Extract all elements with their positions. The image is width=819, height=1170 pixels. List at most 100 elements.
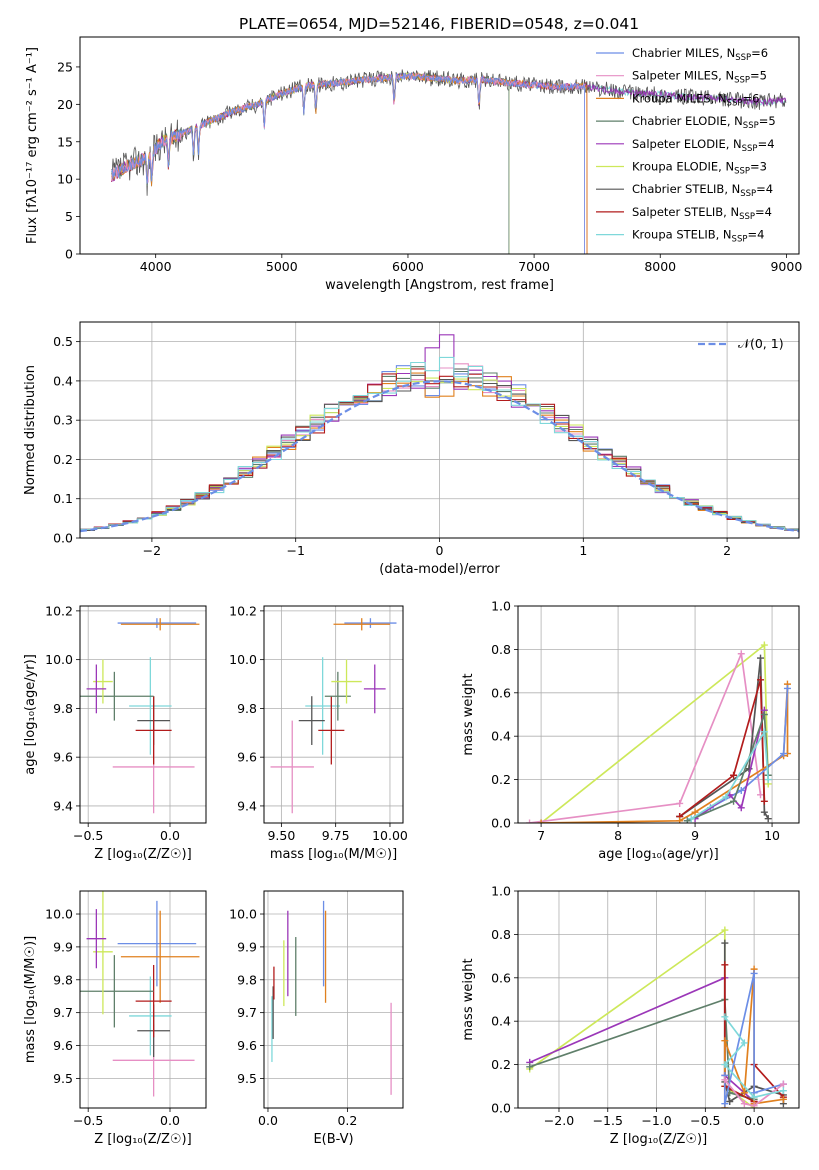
y-tick-label: 0.1	[53, 491, 73, 506]
y-tick-label: 0.0	[491, 816, 511, 831]
y-tick-label: 0.4	[491, 1014, 511, 1029]
legend-entry-value: =4	[758, 137, 775, 151]
legend-entry-subscript: SSP	[734, 167, 750, 177]
legend-entry-subscript: SSP	[734, 76, 750, 86]
y-tick-label: 9.4	[53, 798, 73, 813]
x-tick-label: 5000	[266, 259, 298, 274]
legend-entry-subscript: SSP	[739, 212, 755, 222]
weight-marker-kr_stelib	[721, 1061, 729, 1069]
y-tick-label: 9.8	[53, 972, 73, 987]
weight-line-sa_elodie	[529, 976, 755, 1103]
y-tick-label: 10.2	[45, 603, 73, 618]
legend-entry-label: Kroupa ELODIE, N	[632, 160, 734, 174]
mass-weight-vs-age-panel: 7 8 9 10 0.0 0.2 0.4 0.6 0.8 1.0 age [log₁₀(age/yr…	[461, 599, 800, 862]
x-tick-label: −0.5	[690, 1113, 720, 1128]
legend-entry-label: Chabrier ELODIE, N	[632, 114, 743, 128]
grid-lines	[80, 606, 206, 823]
legend-entry-subscript: SSP	[743, 121, 759, 131]
y-tick-label: 10.0	[229, 652, 257, 667]
weight-marker-kr_stelib	[764, 776, 772, 784]
weight-marker-kr_elodie	[760, 641, 768, 649]
legend-entry-kr_stelib: Kroupa STELIB, NSSP=4	[632, 228, 764, 245]
legend-entry-value: =4	[755, 205, 772, 219]
residual-histogram-panel: −2 −1 0 1 2 0.0 0.1 0.2 0.3 0.4 0.5 (data-model)/er…	[23, 321, 800, 577]
y-tick-label: 9.5	[53, 1071, 73, 1086]
x-axis-label: Z [log₁₀(Z/Z☉)]	[94, 847, 191, 862]
y-tick-label: 9.6	[237, 1038, 257, 1053]
weight-marker-sa_miles	[757, 791, 765, 799]
x-axis-label: Z [log₁₀(Z/Z☉)]	[94, 1132, 191, 1147]
age-vs-metallicity-panel: −0.5 0.0 9.4 9.6 9.8 10.0 10.2 Z [log₁₀(Z/Z☉)] a…	[23, 603, 207, 862]
x-tick-label: 2	[723, 543, 731, 558]
x-tick-label: 9000	[770, 259, 802, 274]
axes-frame	[79, 890, 207, 1109]
y-tick-label: 10.2	[229, 603, 257, 618]
y-axis-label: age [log₁₀(age/yr)]	[23, 654, 38, 775]
x-axis-label: age [log₁₀(age/yr)]	[598, 847, 719, 862]
grid-lines	[264, 606, 403, 823]
y-tick-label: 9.9	[237, 939, 257, 954]
legend-entry-value: =4	[756, 182, 773, 196]
plot-area	[80, 891, 200, 1097]
weight-marker-sa_miles	[740, 1100, 748, 1108]
y-tick-label: 0.6	[491, 970, 511, 985]
x-tick-label: 0.0	[160, 828, 180, 843]
x-axis-label: wavelength [Angstrom, rest frame]	[325, 278, 554, 293]
x-tick-label: −2.0	[544, 1113, 574, 1128]
weight-marker-kr_miles	[721, 1037, 729, 1045]
x-tick-label: 1	[579, 543, 587, 558]
spectrum-line-ch_elodie	[111, 71, 510, 254]
y-tick-label: 9.8	[53, 701, 73, 716]
weight-marker-sa_stelib	[760, 797, 768, 805]
weight-marker-ch_stelib	[721, 939, 729, 947]
axes-frame	[517, 890, 800, 1109]
y-tick-label: 9.4	[237, 798, 257, 813]
plot-area	[80, 334, 799, 533]
weight-line-sa_miles	[529, 650, 762, 823]
y-tick-label: 0.5	[53, 334, 73, 349]
legend-entry-value: =5	[759, 114, 776, 128]
y-axis-label: Normed distribution	[23, 365, 38, 495]
y-tick-label: 10	[57, 172, 73, 187]
y-tick-label: 0.2	[491, 772, 511, 787]
y-tick-label: 20	[57, 97, 73, 112]
legend-entry-normal: 𝒩(0, 1)	[738, 336, 784, 351]
axes-frame	[263, 890, 404, 1109]
legend-entry-subscript: SSP	[742, 144, 758, 154]
weight-marker-ch_miles	[783, 684, 791, 692]
weight-marker-kr_miles	[740, 1089, 748, 1097]
weight-marker-sa_stelib	[721, 961, 729, 969]
x-tick-label: −1.0	[641, 1113, 671, 1128]
plot-area	[270, 618, 397, 814]
y-tick-label: 9.5	[237, 1071, 257, 1086]
legend-entry-ch_elodie: Chabrier ELODIE, NSSP=5	[632, 114, 776, 131]
y-tick-label: 15	[57, 134, 73, 149]
x-tick-label: 10	[764, 828, 780, 843]
y-tick-label: 0.0	[491, 1101, 511, 1116]
legend-entry-value: =5	[750, 69, 767, 83]
weight-marker-ch_elodie	[683, 817, 691, 823]
x-tick-label: −1.5	[593, 1113, 623, 1128]
weight-marker-ch_elodie	[526, 1063, 534, 1071]
weight-marker-ch_miles	[737, 786, 745, 794]
legend-entry-label: Salpeter STELIB, N	[632, 205, 739, 219]
axes-frame	[517, 605, 800, 824]
weight-marker-ch_miles	[750, 969, 758, 977]
legend-entry-value: =6	[751, 46, 768, 60]
x-axis-label: Z [log₁₀(Z/Z☉)]	[610, 1132, 707, 1147]
figure-title: PLATE=0654, MJD=52146, FIBERID=0548, z=0…	[239, 15, 639, 33]
weight-marker-kr_stelib	[721, 1013, 729, 1021]
legend-entry-kr_miles: Kroupa MILES, NSSP=6	[632, 91, 759, 108]
legend-entry-kr_elodie: Kroupa ELODIE, NSSP=3	[632, 160, 767, 177]
grid-lines	[264, 891, 403, 1108]
y-tick-label: 0.4	[491, 729, 511, 744]
x-tick-label: 8000	[644, 259, 676, 274]
x-tick-label: −0.5	[73, 1113, 103, 1128]
x-tick-label: 7	[537, 828, 545, 843]
y-tick-label: 0.8	[491, 927, 511, 942]
x-tick-label: 10.00	[372, 828, 408, 843]
x-tick-label: 0	[436, 543, 444, 558]
spectrum-line-sa_miles	[111, 72, 585, 254]
y-tick-label: 0.2	[53, 452, 73, 467]
